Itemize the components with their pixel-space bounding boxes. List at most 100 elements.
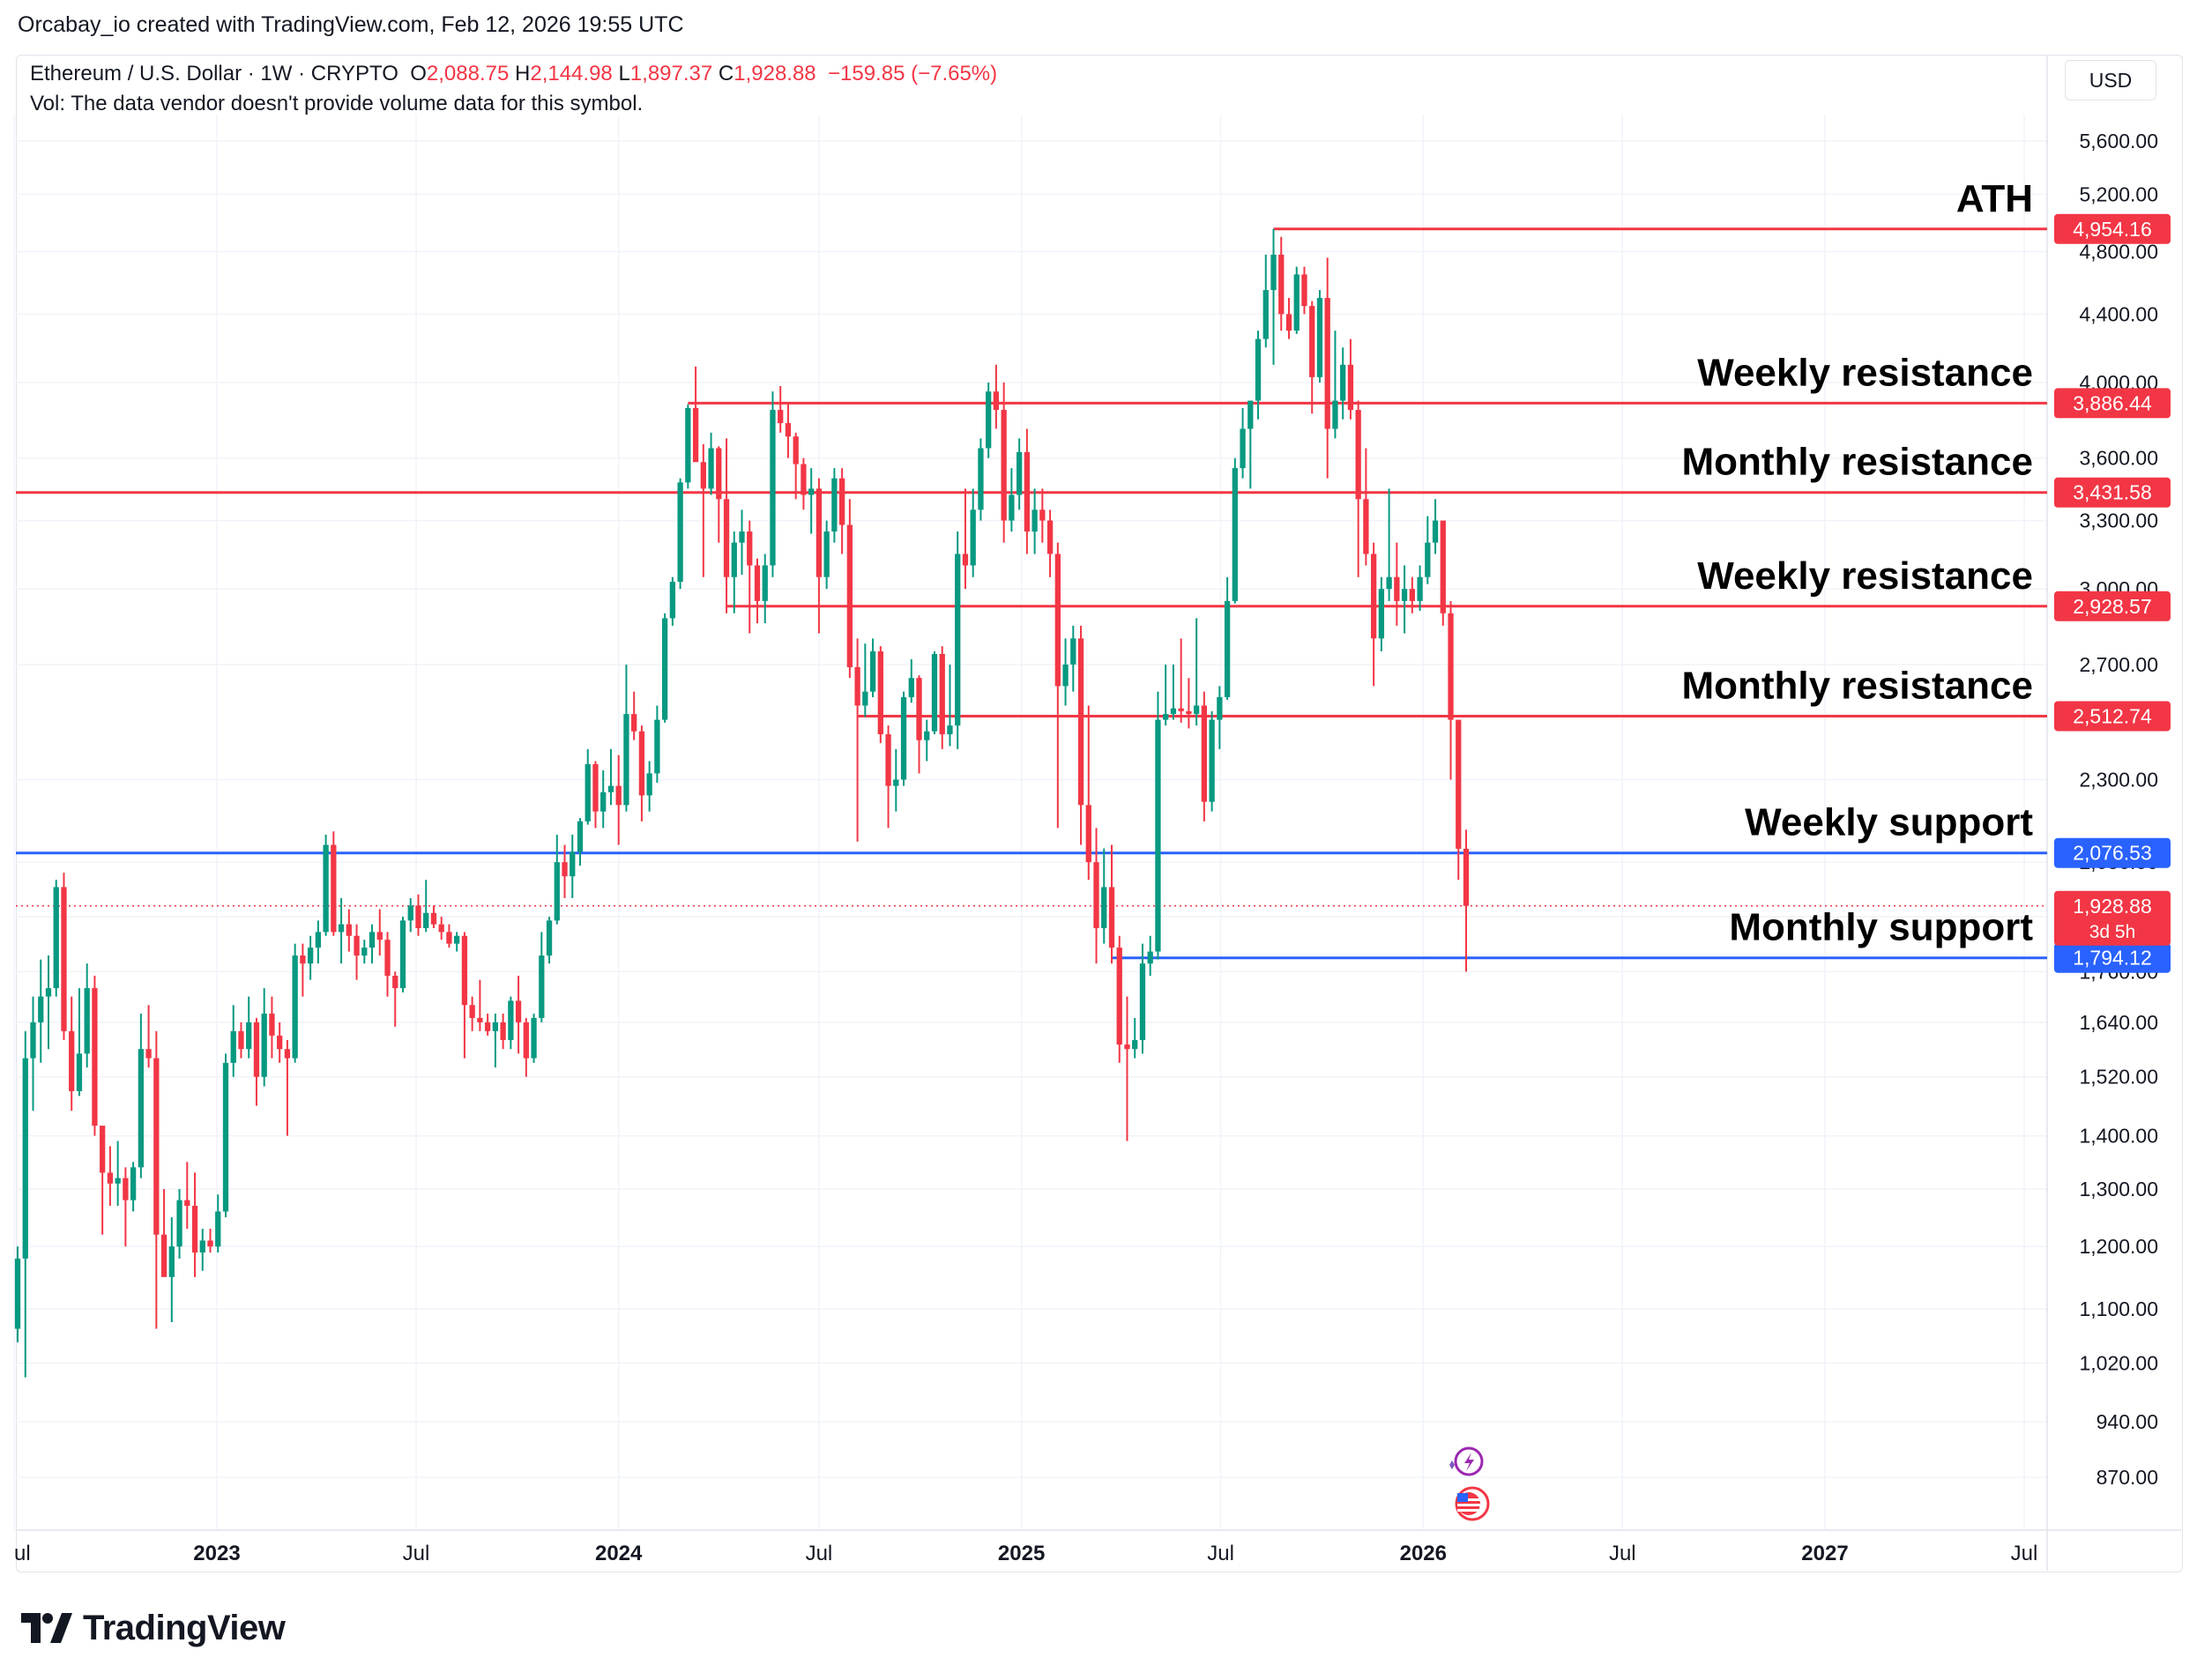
candle-body (739, 531, 745, 543)
candle-body (638, 731, 645, 796)
high-label: H (515, 62, 531, 85)
candle-body (1101, 887, 1107, 928)
level-labels: ATH Weekly resistance Monthly resistance We… (1681, 177, 2033, 949)
candle-body (492, 1022, 499, 1031)
candle-body (585, 763, 591, 821)
candle (978, 438, 984, 521)
candle-body (438, 924, 444, 933)
candle (638, 725, 645, 821)
candle (1309, 301, 1315, 414)
candle (399, 917, 406, 992)
candle (1024, 428, 1031, 554)
candle-body (1147, 951, 1153, 964)
candle-body (916, 678, 922, 740)
candle (454, 932, 460, 952)
candle-body (331, 844, 337, 933)
candle (1062, 638, 1069, 706)
last-price-badge[interactable] (2054, 890, 2171, 946)
candle (631, 691, 637, 740)
candle-body (1409, 589, 1415, 601)
candle-body (708, 448, 714, 489)
candle-body (1186, 710, 1192, 715)
candle (1201, 691, 1208, 821)
candle (1132, 1017, 1138, 1059)
price-badge-label: 3,886.44 (2073, 391, 2152, 414)
candle-body (962, 554, 969, 566)
candle (523, 1017, 529, 1077)
candle-body (1170, 708, 1177, 715)
candle-body (1116, 948, 1122, 1045)
candle (854, 638, 860, 842)
candle (1070, 625, 1076, 692)
candle-body (84, 988, 90, 1054)
candle (1285, 298, 1292, 339)
price-axis[interactable]: 870.00 940.00 1,020.00 1,100.00 1,200.00 1,30… (2054, 130, 2171, 1489)
price-tick-label: 3,300.00 (2079, 509, 2158, 532)
candle-body (253, 1022, 260, 1077)
low-label: L (618, 62, 630, 85)
brand[interactable]: TradingView (21, 1606, 286, 1650)
price-badge[interactable] (2054, 213, 2171, 244)
price-tick-label: 1,520.00 (2079, 1066, 2158, 1089)
candle-body (323, 844, 329, 933)
candle (1085, 705, 1091, 881)
candle (924, 719, 930, 762)
time-axis[interactable]: ul 2023 Jul 2024 Jul 2025 Jul 2026 Jul 2027 Jul (14, 1542, 2037, 1565)
candle-body (1132, 1039, 1138, 1050)
candle (1401, 565, 1408, 634)
symbol-title[interactable]: Ethereum / U.S. Dollar · 1W · CRYPTO (30, 62, 398, 85)
candle-body (238, 1030, 244, 1050)
candle (354, 924, 360, 980)
candle-body (1456, 719, 1462, 849)
candle (100, 1126, 106, 1235)
candle-body (138, 1049, 145, 1168)
price-badge[interactable] (2054, 837, 2171, 868)
price-badge[interactable] (2054, 477, 2171, 508)
candle (577, 818, 584, 866)
candle-body (30, 1022, 36, 1059)
candle-body (523, 1022, 529, 1059)
price-badge[interactable] (2054, 701, 2171, 732)
candle (1001, 382, 1007, 543)
price-badge[interactable] (2054, 388, 2171, 419)
candle-body (384, 940, 391, 976)
time-tick-label: 2027 (1801, 1542, 1848, 1565)
price-badge-label: 2,076.53 (2073, 842, 2152, 865)
high-value: 2,144.98 (530, 62, 613, 85)
candle-body (885, 734, 891, 786)
us-flag-icon[interactable] (1455, 1486, 1490, 1521)
candle (793, 432, 799, 500)
candle-body (107, 1172, 114, 1184)
candle-body (1039, 509, 1046, 521)
candle (993, 364, 1000, 429)
candle-body (1155, 719, 1161, 952)
candle-body (1054, 554, 1061, 687)
candle (30, 996, 36, 1111)
price-badge[interactable] (2054, 942, 2171, 973)
candle (931, 651, 938, 735)
candle (1347, 338, 1354, 420)
candle-body (723, 499, 730, 577)
candle (1456, 719, 1462, 881)
open-value: 2,088.75 (426, 62, 510, 85)
candle-body (469, 1005, 475, 1018)
candle-body (862, 691, 868, 706)
candle (778, 386, 784, 433)
price-badge-label: 3,431.58 (2073, 481, 2152, 504)
candle (1031, 488, 1038, 554)
candle (277, 1022, 283, 1063)
candle-body (1394, 576, 1400, 601)
sparkle-lightning-icon[interactable] (1449, 1446, 1484, 1476)
candle-body (153, 1058, 160, 1235)
candle (1432, 499, 1439, 554)
time-tick-label: 2023 (193, 1542, 240, 1565)
candle-body (508, 1000, 514, 1040)
candle-body (677, 482, 683, 583)
time-tick-label: ul (14, 1542, 31, 1565)
currency-button[interactable]: USD (2065, 60, 2156, 100)
candle-body (615, 785, 622, 806)
price-badge[interactable] (2054, 591, 2171, 621)
candle (1108, 844, 1115, 964)
candle (1186, 678, 1192, 729)
